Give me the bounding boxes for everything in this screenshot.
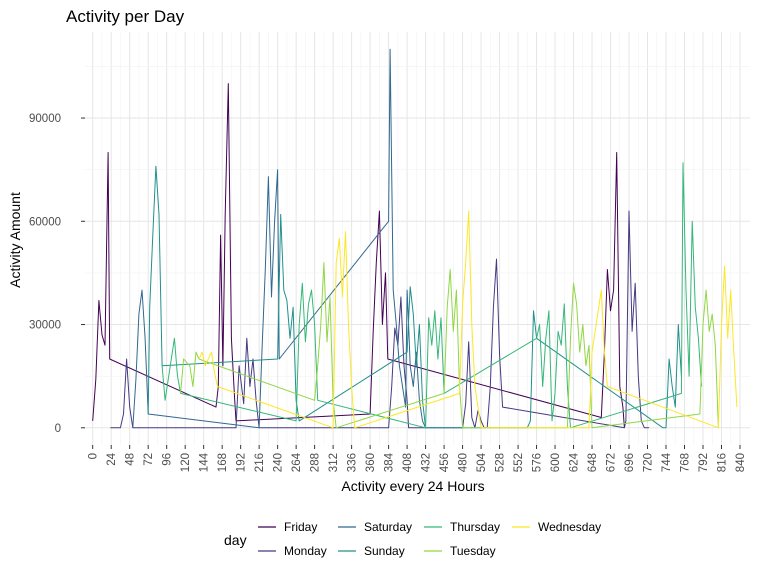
series-line-sunday	[147, 165, 682, 429]
x-tick-label: 816	[716, 453, 728, 472]
legend-label-tuesday: Tuesday	[450, 544, 496, 558]
legend-label-saturday: Saturday	[364, 520, 412, 534]
series-line-thursday	[161, 162, 702, 429]
x-tick-label: 264	[291, 452, 303, 472]
legend-title: day	[224, 532, 247, 548]
x-tick-label: 792	[698, 453, 710, 472]
chart-title: Activity per Day	[66, 7, 185, 26]
x-tick-label: 648	[587, 453, 599, 472]
x-tick-label: 408	[402, 453, 414, 472]
x-tick-label: 744	[661, 452, 673, 472]
x-tick-label: 504	[476, 452, 488, 472]
x-tick-label: 0	[88, 453, 100, 459]
x-tick-label: 432	[421, 453, 433, 472]
x-tick-label: 240	[273, 453, 285, 472]
x-tick-label: 24	[106, 452, 118, 465]
x-tick-label: 72	[143, 453, 155, 466]
legend: day Friday Monday Saturday Sunday Thursday Tu…	[224, 520, 601, 558]
y-tick-label: 30000	[29, 320, 61, 332]
x-tick-label: 336	[347, 453, 359, 472]
x-tick-label: 312	[328, 453, 340, 472]
x-tick-label: 696	[624, 453, 636, 472]
x-tick-label: 144	[199, 452, 211, 472]
x-axis-title: Activity every 24 Hours	[341, 478, 484, 494]
grid	[85, 32, 750, 445]
series-line-tuesday	[180, 262, 719, 429]
x-tick-label: 576	[532, 453, 544, 472]
legend-label-wednesday: Wednesday	[538, 520, 601, 534]
legend-label-friday: Friday	[284, 520, 317, 534]
x-tick-label: 48	[125, 453, 137, 466]
legend-label-thursday: Thursday	[450, 520, 500, 534]
x-tick-label: 168	[217, 453, 229, 472]
y-tick-label: 0	[55, 423, 61, 435]
x-tick-label: 480	[458, 453, 470, 472]
series-line-wednesday	[198, 210, 738, 429]
y-tick-label: 90000	[29, 113, 61, 125]
y-axis-ticks: 0 30000 60000 90000	[29, 113, 85, 435]
x-tick-label: 672	[606, 453, 618, 472]
x-tick-label: 192	[236, 453, 248, 472]
x-tick-label: 96	[162, 453, 174, 466]
x-tick-label: 384	[384, 452, 396, 472]
x-tick-label: 360	[365, 453, 377, 472]
x-tick-label: 768	[680, 453, 692, 472]
y-tick-label: 60000	[29, 216, 61, 228]
y-axis-title: Activity Amount	[7, 192, 23, 288]
x-tick-label: 600	[550, 453, 562, 472]
x-tick-label: 528	[495, 453, 507, 472]
x-tick-label: 456	[439, 453, 451, 472]
x-tick-label: 552	[513, 453, 525, 472]
x-tick-label: 840	[735, 453, 747, 472]
legend-label-monday: Monday	[284, 544, 327, 558]
series-lines	[92, 48, 738, 429]
x-tick-label: 288	[310, 453, 322, 472]
x-tick-label: 720	[643, 453, 655, 472]
x-axis-ticks: 0 24 48 72 96 120 144 168 192 216 240 264 288 312 336 3…	[88, 445, 747, 472]
x-tick-label: 216	[254, 453, 266, 472]
series-line-saturday	[132, 48, 427, 429]
x-tick-label: 120	[180, 453, 192, 472]
x-tick-label: 624	[569, 452, 581, 472]
legend-label-sunday: Sunday	[364, 544, 405, 558]
